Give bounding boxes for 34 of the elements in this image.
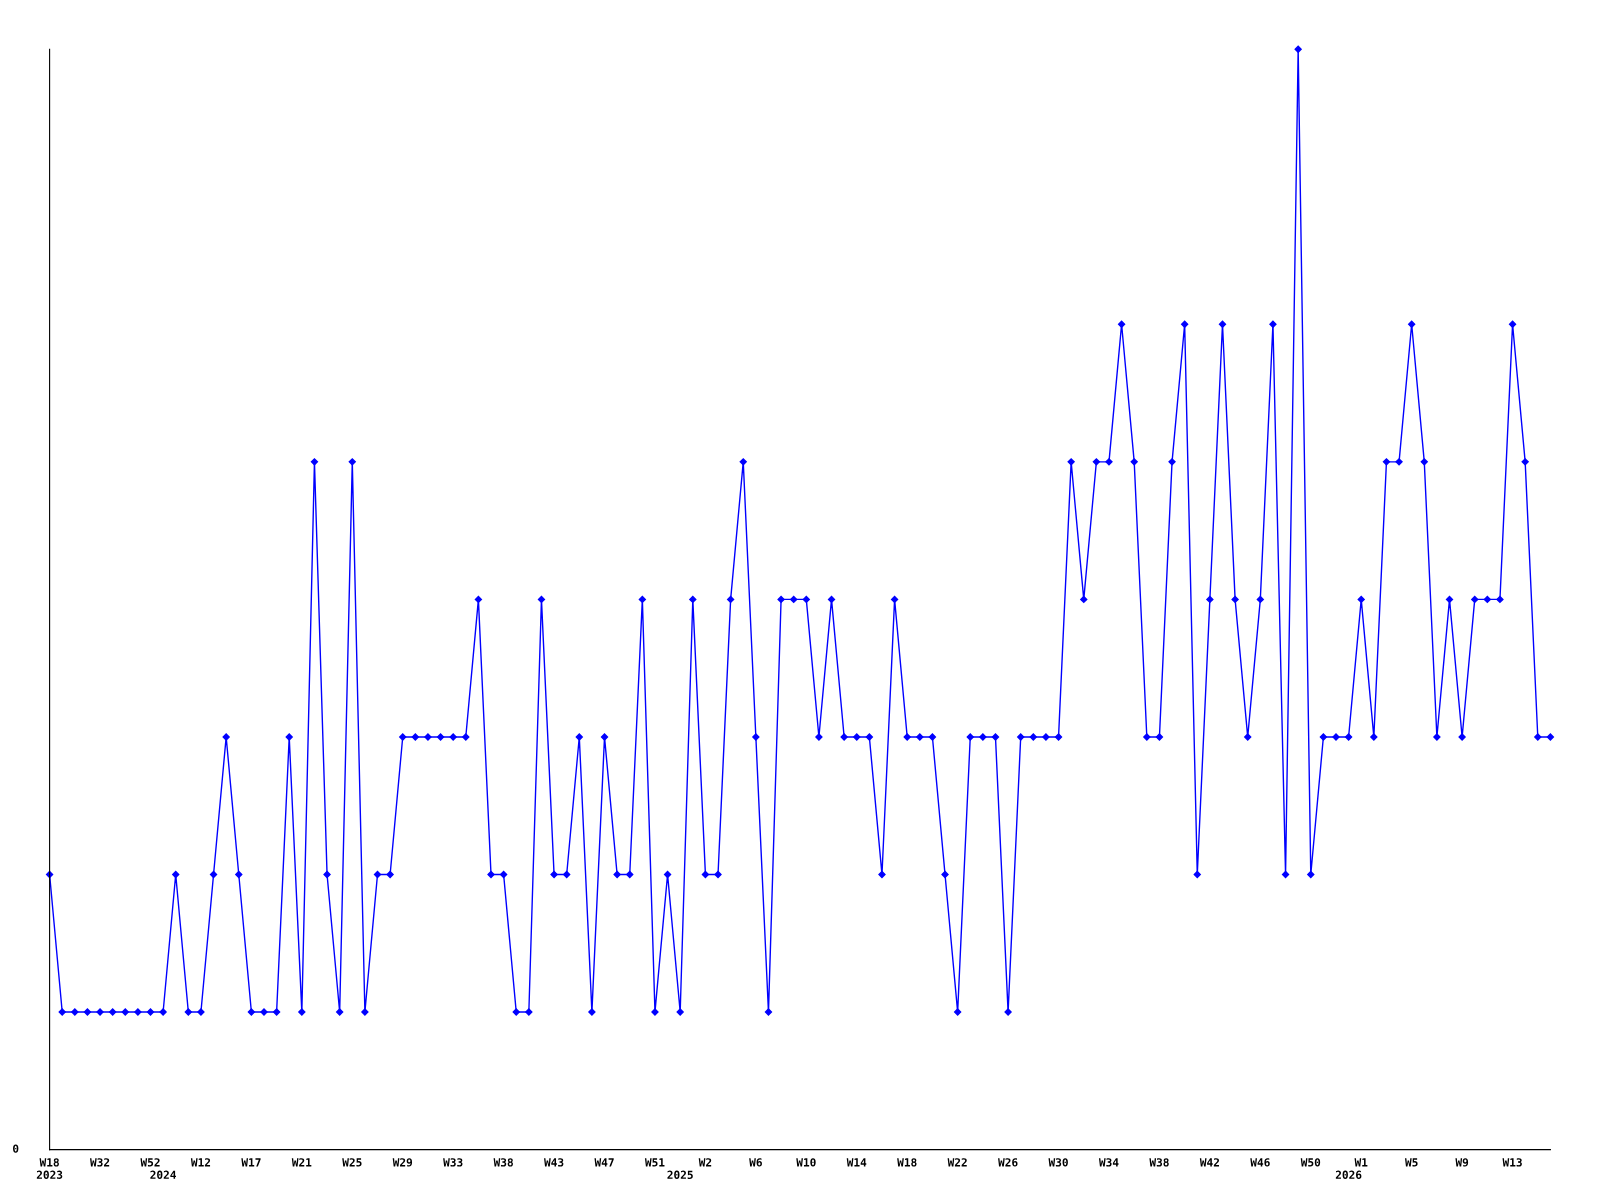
x-tick-label: W18 2023	[36, 1158, 63, 1179]
x-tick-label: W9	[1455, 1158, 1469, 1167]
x-tick-label: W33	[443, 1158, 463, 1167]
x-tick-label: W18	[897, 1158, 917, 1167]
x-tick-label: W30	[1048, 1158, 1068, 1167]
x-tick-label: 2026	[1335, 1170, 1362, 1179]
x-tick-label: W50	[1300, 1158, 1321, 1167]
x-tick-label: W21	[291, 1158, 312, 1167]
x-tick-label: W52	[140, 1158, 160, 1167]
x-tick-label: W32	[90, 1158, 110, 1167]
x-tick-label: W29	[392, 1158, 413, 1167]
x-tick-label: W10	[796, 1158, 816, 1167]
x-tick-label: W13	[1502, 1158, 1522, 1167]
x-tick-label: W46	[1250, 1158, 1270, 1167]
x-tick-label: W22	[947, 1158, 967, 1167]
x-tick-label: 2025	[667, 1170, 693, 1179]
x-tick-label: W43	[544, 1158, 564, 1167]
x-tick-label: W47	[594, 1158, 614, 1167]
x-tick-label: W38	[493, 1158, 513, 1167]
x-tick-label: 2024	[150, 1170, 176, 1179]
x-tick-label: W26	[998, 1158, 1018, 1167]
x-tick-label: W38	[1149, 1158, 1169, 1167]
x-tick-label: W6	[749, 1158, 762, 1167]
x-tick-label: W1	[1354, 1158, 1368, 1167]
x-tick-label: W14	[846, 1158, 867, 1167]
x-tick-label: W12	[190, 1158, 211, 1167]
x-tick-label: W25	[342, 1158, 362, 1167]
text: 0	[13, 1144, 19, 1153]
x-tick-label: W2	[698, 1158, 712, 1167]
x-tick-label: W42	[1199, 1158, 1219, 1167]
x-tick-label: W51	[644, 1158, 665, 1167]
x-tick-label: W34	[1098, 1158, 1119, 1167]
x-tick-label: W17	[241, 1158, 261, 1167]
x-tick-label: W5	[1404, 1158, 1418, 1167]
